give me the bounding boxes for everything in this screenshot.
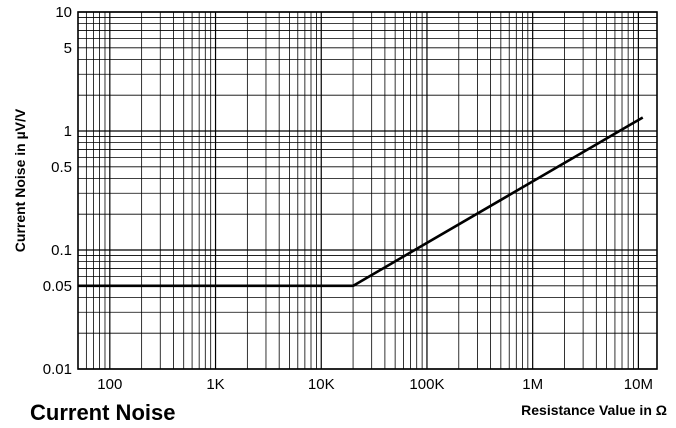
minor-gridlines (77, 12, 657, 369)
y-tick-label: 0.1 (51, 242, 72, 259)
y-tick-label: 1 (64, 123, 72, 140)
y-tick-label: 0.01 (43, 361, 72, 378)
x-tick-label: 100K (409, 376, 444, 393)
y-tick-label: 0.5 (51, 159, 72, 176)
x-tick-label: 1M (522, 376, 543, 393)
chart-title: Current Noise (30, 400, 175, 425)
y-tick-label: 10 (55, 4, 72, 21)
major-gridlines (78, 11, 657, 370)
y-axis-label: Current Noise in µV/V (12, 108, 28, 252)
x-tick-label: 100 (97, 376, 122, 393)
plot-area-frame (77, 11, 658, 370)
x-axis-label: Resistance Value in Ω (521, 402, 667, 418)
x-tick-label: 1K (206, 376, 224, 393)
x-tick-label: 10M (624, 376, 653, 393)
y-tick-label: 0.05 (43, 278, 72, 295)
y-axis-tick-labels: 0.01 0.05 0.1 0.5 1 5 10 (43, 4, 72, 378)
x-tick-label: 10K (308, 376, 335, 393)
x-axis-tick-labels: 100 1K 10K 100K 1M 10M (97, 376, 653, 393)
y-tick-label: 5 (64, 40, 72, 57)
series-line (78, 116, 644, 288)
series-layer (78, 116, 644, 288)
